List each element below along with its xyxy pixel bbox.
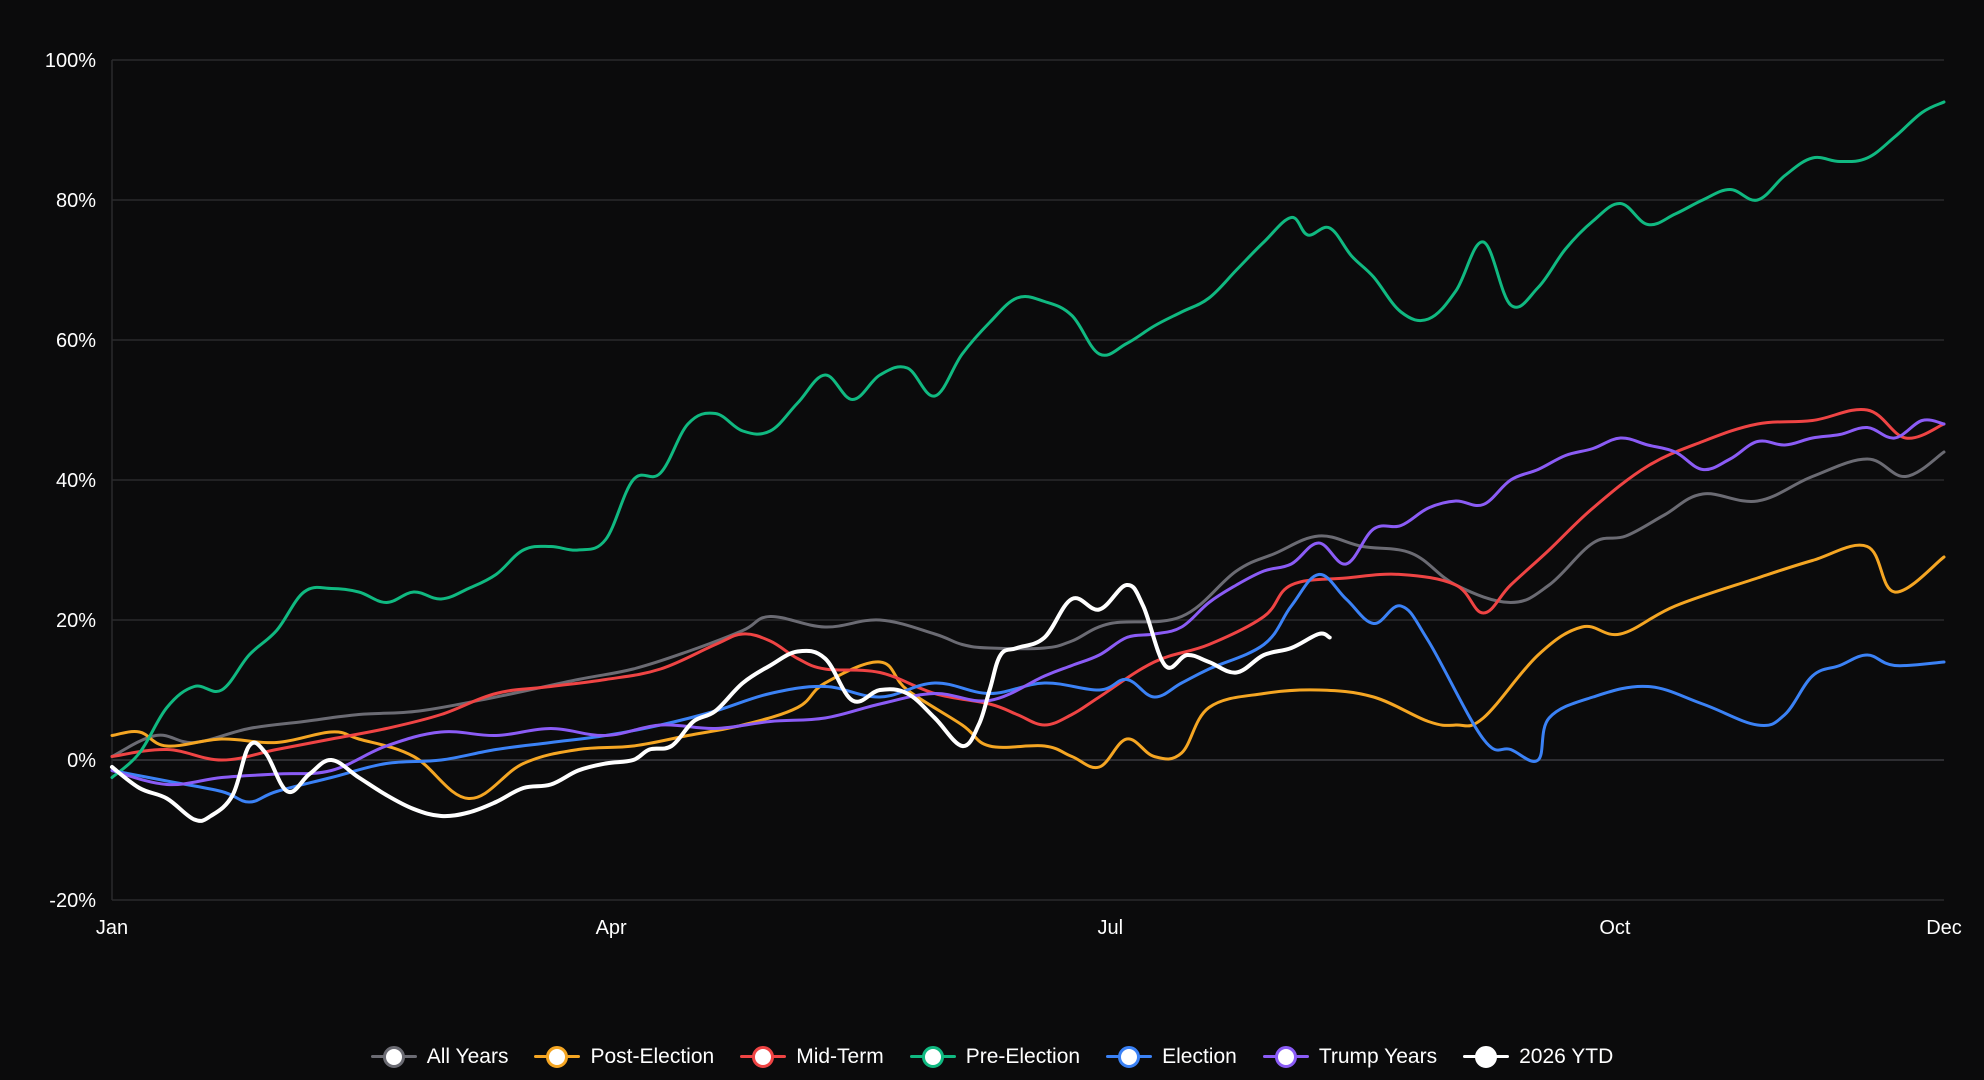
legend-label: Mid-Term — [796, 1045, 884, 1068]
y-tick-label: 80% — [56, 190, 96, 212]
legend-dot-swatch — [921, 1046, 944, 1068]
y-tick-label: 40% — [56, 470, 96, 492]
legend-dot-swatch — [382, 1046, 405, 1068]
x-tick-label: Dec — [1926, 917, 1962, 939]
y-tick-label: 20% — [56, 610, 96, 632]
x-tick-label: Apr — [596, 917, 627, 939]
legend-marker-icon — [534, 1045, 581, 1069]
series-line-pre-election — [110, 100, 1946, 779]
y-tick-label: 0% — [67, 750, 96, 772]
legend-item-2026-ytd[interactable]: 2026 YTD — [1463, 1045, 1613, 1069]
legend-label: Pre-Election — [965, 1045, 1081, 1068]
legend-label: Election — [1162, 1045, 1237, 1068]
legend-dot-swatch — [546, 1046, 569, 1068]
legend-item-post-election[interactable]: Post-Election — [534, 1045, 714, 1069]
series-line-mid-term — [110, 407, 1946, 762]
legend-item-all-years[interactable]: All Years — [370, 1045, 509, 1069]
legend-label: Post-Election — [590, 1045, 715, 1068]
grid-lines — [111, 59, 1944, 901]
legend-marker-icon — [740, 1045, 787, 1069]
legend-dot-swatch — [1475, 1046, 1498, 1068]
x-tick-label: Jan — [96, 917, 128, 939]
legend-dot-swatch — [1118, 1046, 1141, 1068]
legend-dot-swatch — [752, 1046, 775, 1068]
series-line-2026-ytd — [110, 583, 1332, 823]
legend-marker-icon — [1463, 1045, 1510, 1069]
x-tick-label: Oct — [1599, 917, 1631, 939]
series-lines — [110, 100, 1946, 823]
legend-item-election[interactable]: Election — [1106, 1045, 1237, 1069]
series-line-trump-years — [110, 418, 1946, 787]
legend-marker-icon — [909, 1045, 956, 1069]
series-line-post-election — [110, 543, 1946, 801]
series-line-election — [110, 573, 1946, 804]
x-tick-label: Jul — [1097, 917, 1123, 939]
x-axis-tick-labels: Jan Apr Jul Oct Dec — [96, 917, 1962, 939]
legend-dot-swatch — [1274, 1046, 1297, 1068]
legend-label: Trump Years — [1318, 1045, 1438, 1068]
legend-marker-icon — [1262, 1045, 1309, 1069]
legend-item-mid-term[interactable]: Mid-Term — [740, 1045, 884, 1069]
y-tick-label: 60% — [56, 330, 96, 352]
y-tick-label: 100% — [45, 50, 96, 72]
legend-item-trump-years[interactable]: Trump Years — [1262, 1045, 1438, 1069]
legend-label: All Years — [426, 1045, 509, 1068]
y-tick-label: -20% — [49, 890, 96, 912]
legend-item-pre-election[interactable]: Pre-Election — [909, 1045, 1081, 1069]
legend: All Years Post-Election Mid-Term Pre-Electi… — [0, 1040, 1984, 1074]
series-line-all-years — [110, 450, 1946, 758]
legend-marker-icon — [1106, 1045, 1153, 1069]
legend-marker-icon — [370, 1045, 417, 1069]
legend-label: 2026 YTD — [1519, 1045, 1614, 1068]
y-axis-tick-labels: 100% 80% 60% 40% 20% 0% -20% — [45, 50, 96, 912]
